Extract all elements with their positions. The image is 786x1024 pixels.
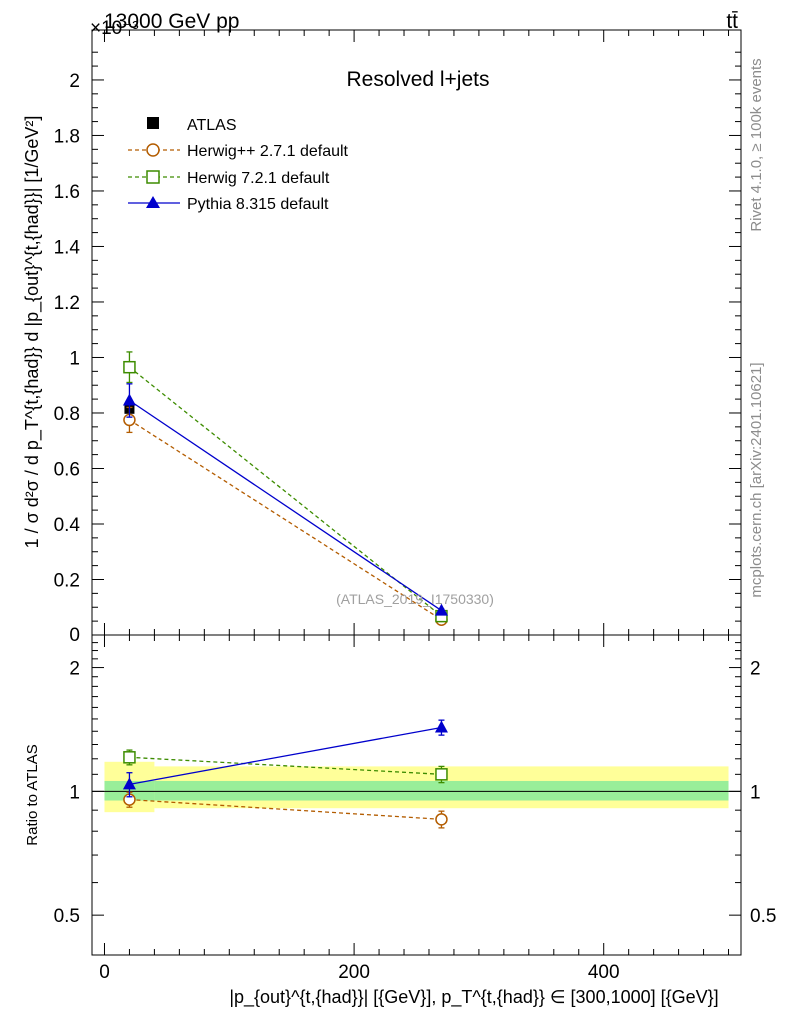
legend-label-herwigpp: Herwig++ 2.7.1 default xyxy=(187,143,349,160)
legend-label-herwig7: Herwig 7.2.1 default xyxy=(187,170,330,187)
main-y-tick-label: 1.4 xyxy=(54,237,81,258)
legend-label-atlas: ATLAS xyxy=(187,117,237,134)
analysis-watermark: (ATLAS_2019_I1750330) xyxy=(336,591,494,607)
legend-marker-atlas xyxy=(147,117,159,129)
energy-label: 13000 GeV pp xyxy=(104,10,239,33)
main-y-tick-label: 0.4 xyxy=(54,515,81,536)
legend-label-pythia: Pythia 8.315 default xyxy=(187,196,329,213)
ratio-y-axis-label: Ratio to ATLAS xyxy=(24,744,41,845)
main-axis-ticks: 0.2 0.4 0.6 0.8 1 1.2 1.4 1.6 1.8 2 0 xyxy=(54,30,741,646)
ratio-y-tick-label-left: 2 xyxy=(69,659,80,680)
x-tick-label: 0 xyxy=(99,962,110,983)
main-y-tick-label-zero: 0 xyxy=(69,625,80,646)
main-line-herwig-7-2-1-default xyxy=(129,366,442,617)
x-tick-label: 200 xyxy=(338,962,370,983)
main-point-pythia-8-315-default xyxy=(122,393,136,406)
rivet-version-label: Rivet 4.1.0, ≥ 100k events xyxy=(748,58,765,231)
legend-marker-herwig7 xyxy=(146,170,160,184)
legend-marker-pythia xyxy=(146,196,160,208)
main-line-herwig-2-7-1-default xyxy=(129,419,442,621)
exponent-label: ×10⁻³ xyxy=(90,18,139,39)
source-label: mcplots.cern.ch [arXiv:2401.10621] xyxy=(748,362,765,597)
ratio-y-tick-label-left: 0.5 xyxy=(54,906,80,927)
process-label: tt̄ xyxy=(726,10,738,33)
main-y-tick-label: 0.2 xyxy=(54,570,80,591)
ratio-line-herwig-2-7-1-default xyxy=(129,798,442,820)
ratio-uncertainty-bands xyxy=(104,761,729,813)
ratio-axis-ticks: 0.5 0.5 1 1 2 2 0 200 400 xyxy=(54,634,776,983)
main-y-tick-label: 0.6 xyxy=(54,459,80,480)
main-y-tick-label: 2 xyxy=(69,71,80,92)
legend: ATLAS Herwig++ 2.7.1 default Herwig 7.2.… xyxy=(128,117,349,213)
ratio-point-herwig-7-2-1-default xyxy=(435,768,448,781)
ratio-band-1-bin-1 xyxy=(154,780,729,801)
main-y-tick-label: 1.6 xyxy=(54,182,80,203)
legend-marker-herwigpp xyxy=(146,143,160,157)
ratio-y-tick-label-right: 0.5 xyxy=(750,906,776,927)
main-y-tick-label: 1.2 xyxy=(54,293,80,314)
main-y-axis-label: 1 / σ d²σ / d p_T^{t,{had}} d |p_{out}^{… xyxy=(22,116,43,549)
main-y-tick-label: 1.8 xyxy=(54,126,80,147)
main-y-tick-label: 1 xyxy=(69,348,80,369)
ratio-line-herwig-7-2-1-default xyxy=(129,756,442,775)
ratio-y-tick-label-right: 2 xyxy=(750,659,761,680)
ratio-point-pythia-8-315-default xyxy=(434,720,448,733)
main-series-layer xyxy=(122,351,448,626)
ratio-point-pythia-8-315-default xyxy=(122,777,136,790)
main-point-herwig-7-2-1-default xyxy=(123,360,136,374)
ratio-line-pythia-8-315-default xyxy=(129,726,442,785)
main-point-pythia-8-315-default xyxy=(434,603,448,616)
x-tick-label: 400 xyxy=(588,962,620,983)
ratio-y-tick-label-left: 1 xyxy=(69,782,80,803)
ratio-point-herwig-2-7-1-default xyxy=(435,813,448,826)
ratio-y-tick-label-right: 1 xyxy=(750,782,761,803)
main-y-tick-label: 0.8 xyxy=(54,404,80,425)
ratio-panel-frame xyxy=(91,634,742,956)
ratio-point-herwig-7-2-1-default xyxy=(123,751,136,764)
chart-title: Resolved l+jets xyxy=(347,68,490,91)
main-line-pythia-8-315-default xyxy=(129,399,442,612)
ratio-series-layer xyxy=(122,719,448,829)
x-axis-label: |p_{out}^{t,{had}}| [{GeV}], p_T^{t,{had… xyxy=(229,987,718,1008)
